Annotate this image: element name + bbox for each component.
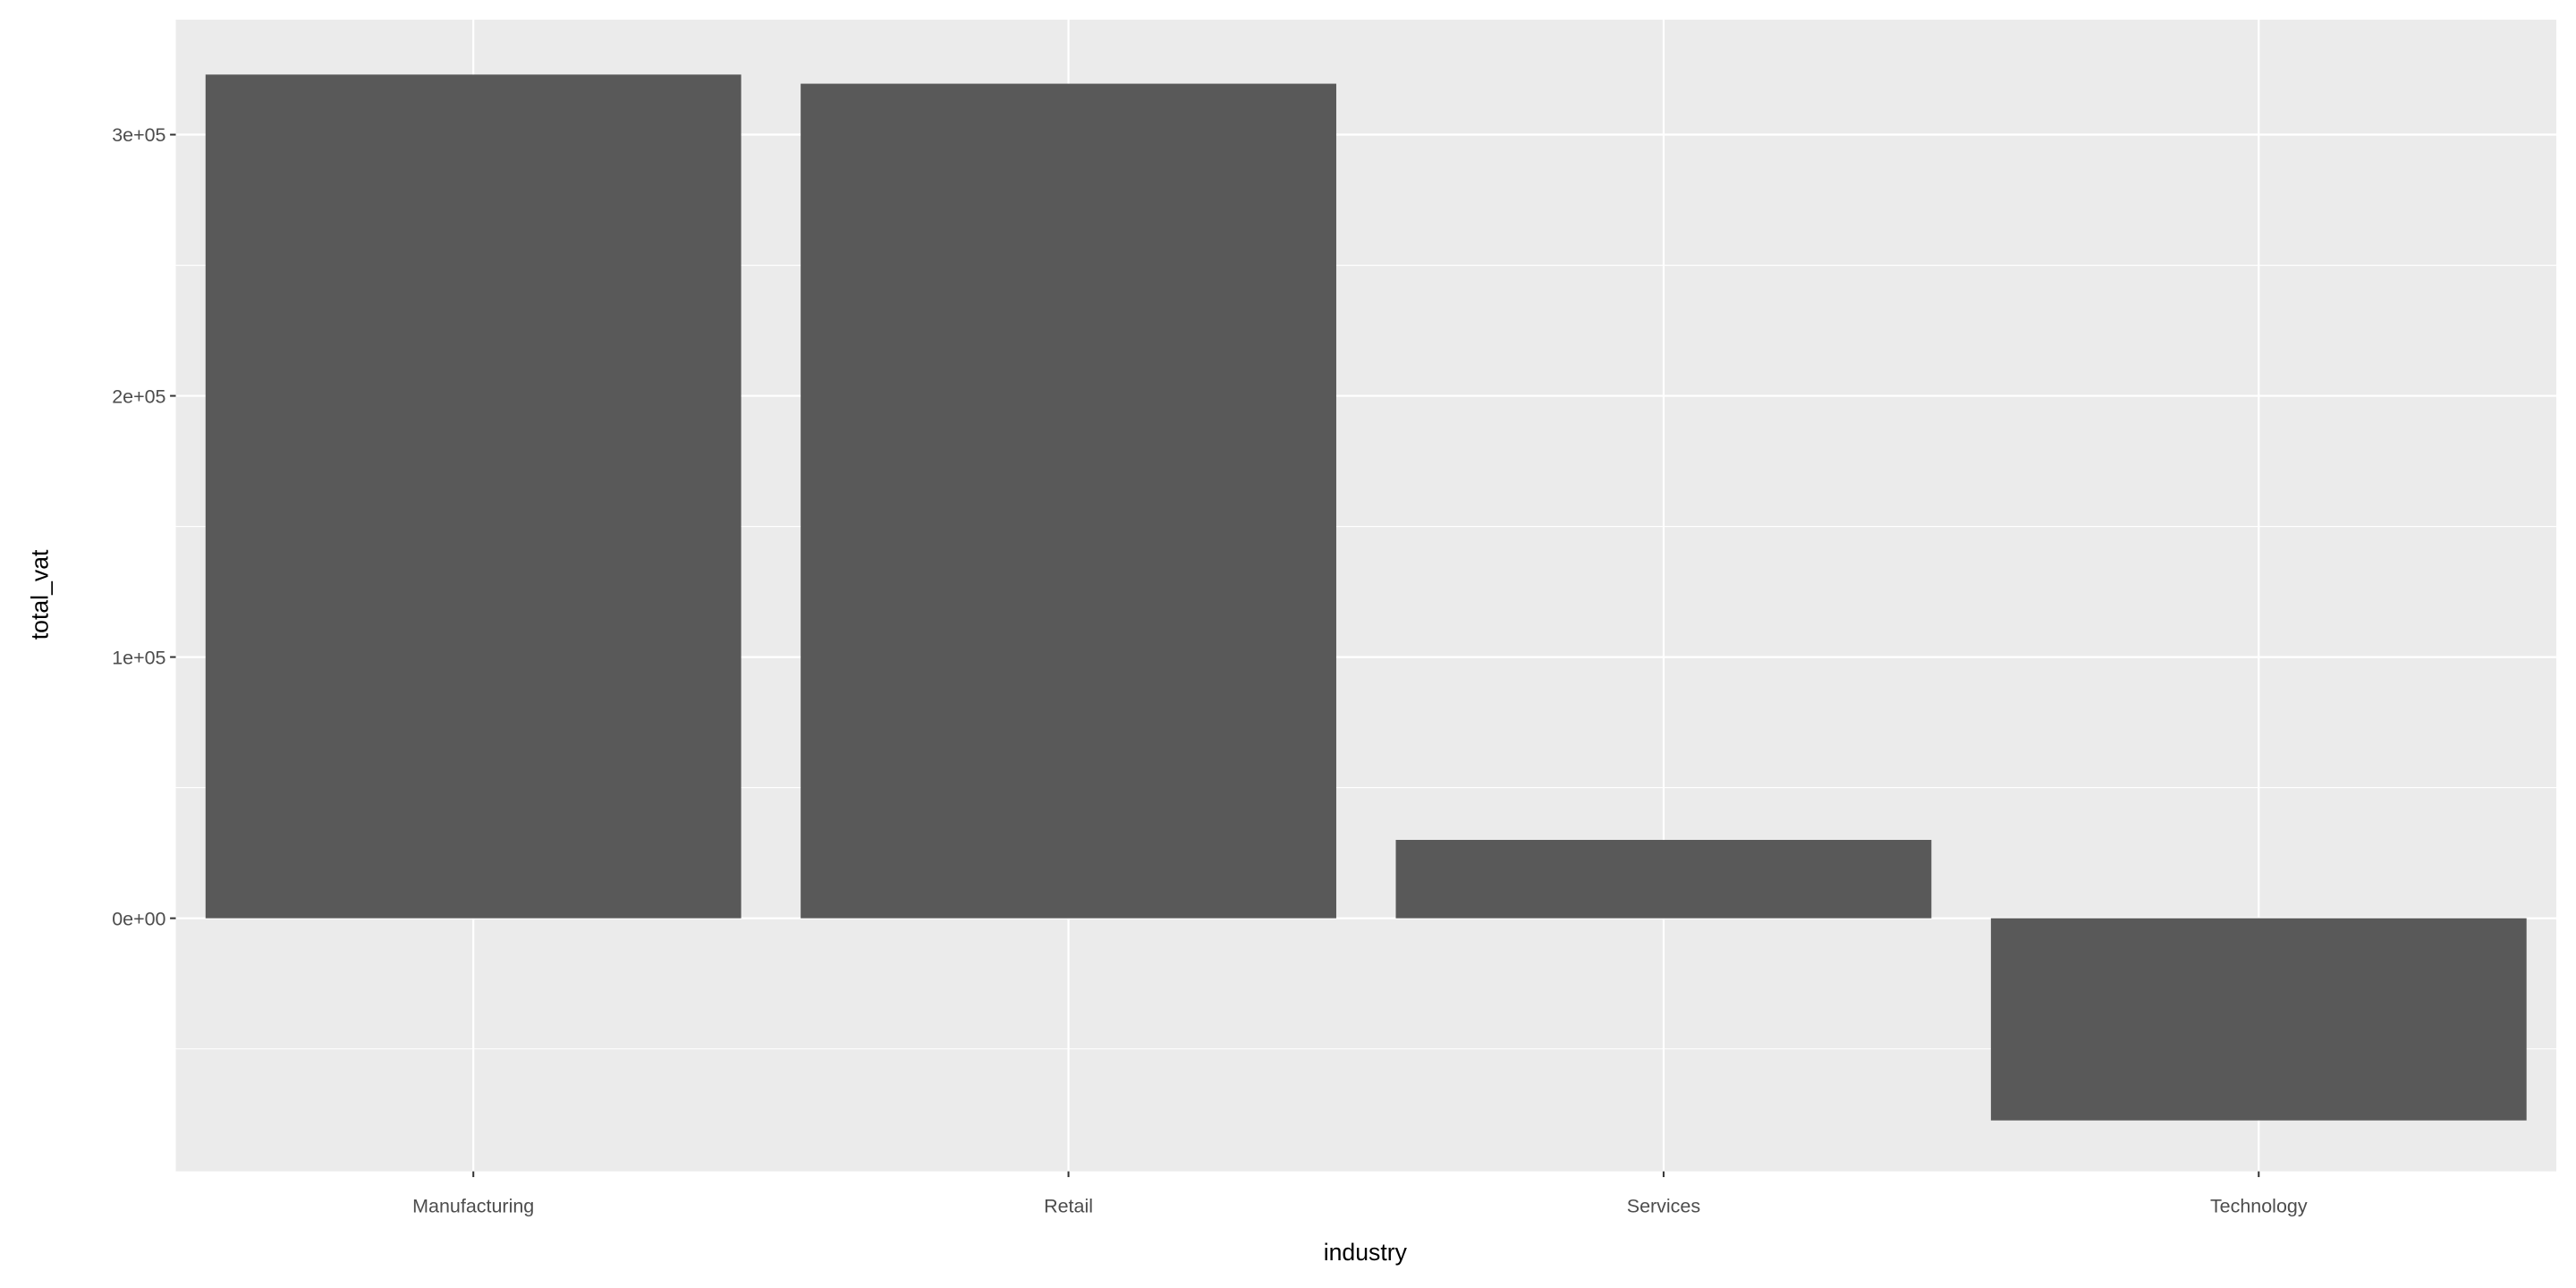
bar-retail	[801, 83, 1336, 919]
x-tick-label: Technology	[2210, 1196, 2308, 1217]
y-tick-label: 0e+00	[112, 908, 165, 929]
x-tick-label: Services	[1627, 1196, 1700, 1217]
y-axis-title: total_vat	[26, 549, 53, 640]
y-tick-label: 3e+05	[112, 124, 165, 146]
x-axis: Manufacturing Retail Services Technology	[412, 1171, 2308, 1217]
y-tick-label: 1e+05	[112, 647, 165, 668]
x-tick-label: Manufacturing	[412, 1196, 534, 1217]
bar-services	[1395, 840, 1932, 919]
bars	[205, 74, 2527, 1121]
bar-manufacturing	[205, 74, 741, 919]
y-tick-label: 2e+05	[112, 386, 165, 407]
x-tick-label: Retail	[1044, 1196, 1093, 1217]
y-axis: 0e+00 1e+05 2e+05 3e+05	[112, 124, 176, 929]
x-axis-title: industry	[1324, 1239, 1408, 1266]
bar-technology	[1990, 918, 2527, 1121]
